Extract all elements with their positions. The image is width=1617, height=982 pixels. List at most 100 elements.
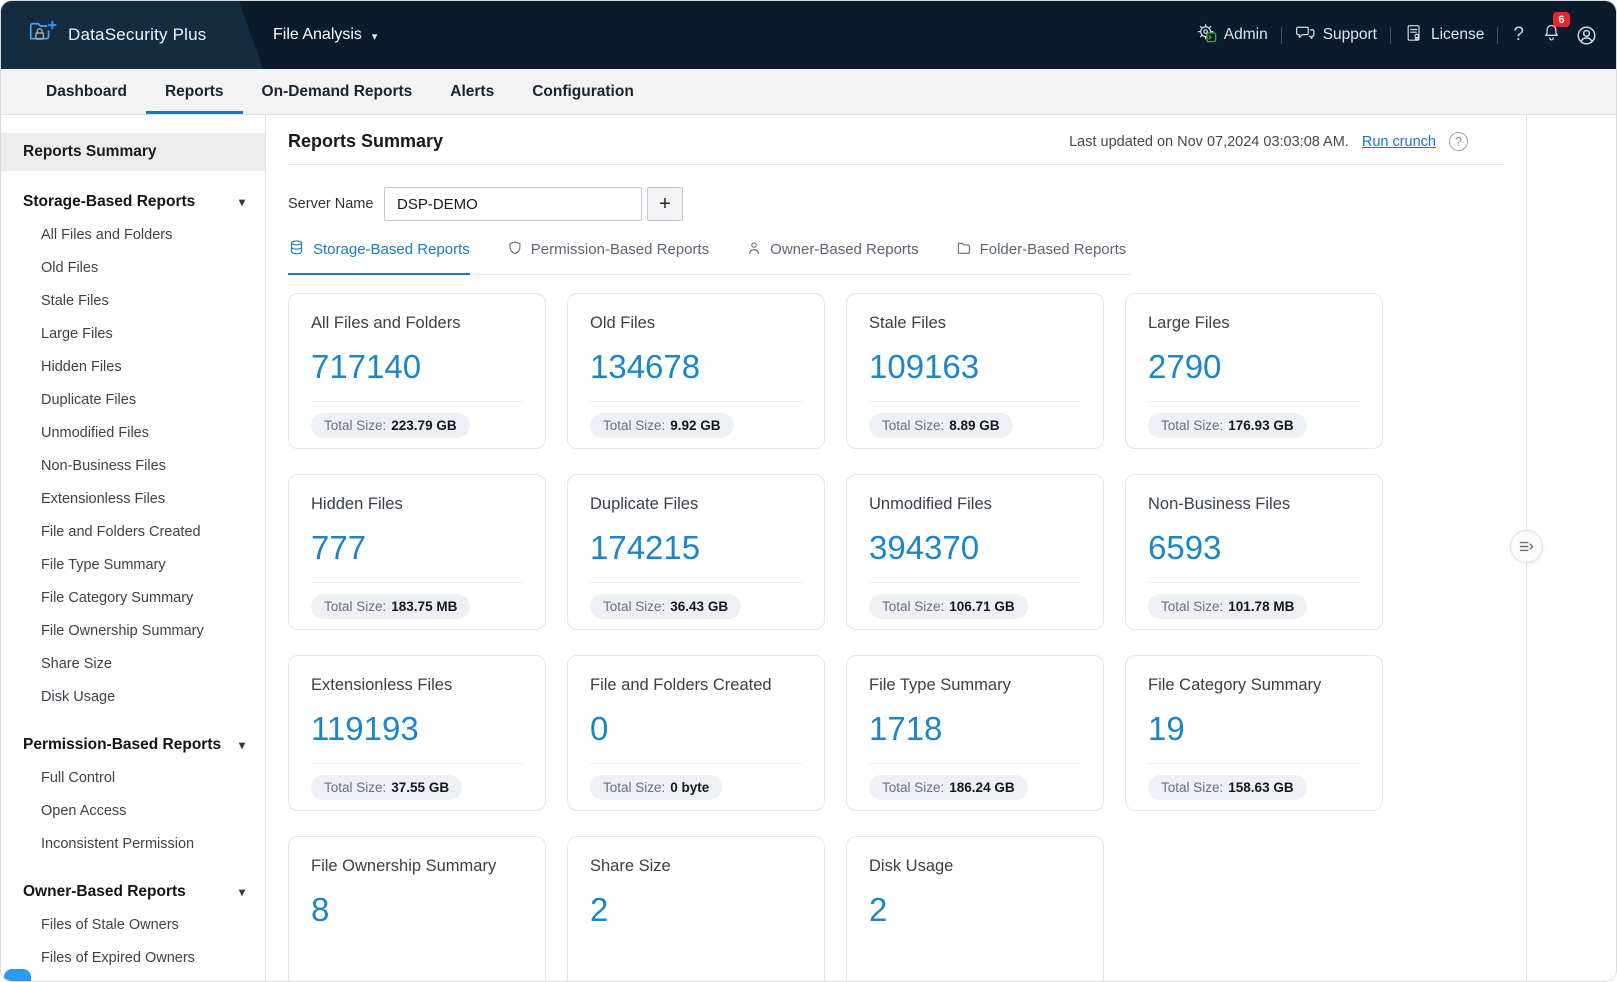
sidebar-item[interactable]: Inconsistent Permission bbox=[41, 836, 195, 852]
sidebar-section-label: Permission-Based Reports bbox=[23, 736, 222, 753]
module-switcher[interactable]: File Analysis ▾ bbox=[273, 26, 377, 44]
sidebar-item[interactable]: Files of Stale Owners bbox=[41, 917, 179, 933]
nav-tab-reports[interactable]: Reports bbox=[145, 69, 243, 114]
sidebar-item[interactable]: Files of Expired Owners bbox=[41, 950, 195, 966]
report-card-count: 717140 bbox=[311, 348, 422, 385]
report-card[interactable]: File and Folders Created 0 Total Size: 0… bbox=[567, 655, 825, 811]
report-card[interactable]: File Type Summary 1718 Total Size: 186.2… bbox=[846, 655, 1104, 811]
sidebar-section-header[interactable]: Storage-Based Reports ▾ bbox=[1, 193, 265, 211]
sidebar-section-items: All Files and Folders Old Files Stale Fi… bbox=[1, 219, 265, 714]
report-type-tab[interactable]: Owner-Based Reports bbox=[746, 239, 919, 275]
sidebar-item[interactable]: Large Files bbox=[41, 326, 113, 342]
sidebar-sections: Storage-Based Reports ▾ All Files and Fo… bbox=[1, 193, 265, 975]
sidebar-item[interactable]: File Ownership Summary bbox=[41, 623, 204, 639]
sidebar-item[interactable]: Hidden Files bbox=[41, 359, 122, 375]
sidebar-item[interactable]: Stale Files bbox=[41, 293, 109, 309]
card-divider bbox=[590, 582, 802, 583]
total-size-badge: Total Size: 186.24 GB bbox=[869, 775, 1028, 800]
sidebar-item[interactable]: Open Access bbox=[41, 803, 127, 819]
report-card-title: Hidden Files bbox=[311, 495, 403, 513]
sidebar-scroll-indicator[interactable] bbox=[4, 969, 31, 981]
shield-icon bbox=[507, 240, 523, 260]
nav-tab-alerts[interactable]: Alerts bbox=[450, 82, 495, 100]
nav-tab-dashboard[interactable]: Dashboard bbox=[46, 82, 127, 100]
report-card-count: 2 bbox=[869, 891, 888, 928]
sidebar-item[interactable]: Share Size bbox=[41, 656, 112, 672]
person-icon bbox=[746, 240, 762, 260]
header-actions: Admin Support License? 6 bbox=[1196, 1, 1598, 69]
sidebar-item[interactable]: File Type Summary bbox=[41, 557, 166, 573]
report-type-tab[interactable]: Folder-Based Reports bbox=[956, 239, 1126, 275]
sidebar-item[interactable]: All Files and Folders bbox=[41, 227, 173, 243]
report-card[interactable]: Disk Usage 2 bbox=[846, 836, 1104, 981]
sidebar-section-items: Files of Stale Owners Files of Expired O… bbox=[1, 909, 265, 975]
report-card-title: Disk Usage bbox=[869, 857, 954, 875]
card-divider bbox=[1148, 582, 1360, 583]
report-card-count: 19 bbox=[1148, 710, 1185, 747]
chevron-down-icon: ▾ bbox=[371, 30, 378, 43]
sidebar-item[interactable]: Old Files bbox=[41, 260, 99, 276]
report-card[interactable]: File Category Summary 19 Total Size: 158… bbox=[1125, 655, 1383, 811]
total-size-badge: Total Size: 101.78 MB bbox=[1148, 594, 1308, 619]
sidebar-section-header[interactable]: Permission-Based Reports ▾ bbox=[1, 736, 265, 754]
card-divider bbox=[869, 582, 1081, 583]
nav-tab-on-demand-reports[interactable]: On-Demand Reports bbox=[261, 82, 413, 100]
report-type-tab-label: Owner-Based Reports bbox=[770, 241, 919, 258]
report-card-count: 8 bbox=[311, 891, 330, 928]
total-size-badge: Total Size: 8.89 GB bbox=[869, 413, 1013, 438]
sidebar-item[interactable]: Unmodified Files bbox=[41, 425, 149, 441]
notifications-bell-icon[interactable]: 6 bbox=[1541, 12, 1570, 48]
report-card[interactable]: Hidden Files 777 Total Size: 183.75 MB bbox=[288, 474, 546, 630]
report-card[interactable]: Unmodified Files 394370 Total Size: 106.… bbox=[846, 474, 1104, 630]
report-card[interactable]: File Ownership Summary 8 bbox=[288, 836, 546, 981]
notification-count-badge: 6 bbox=[1552, 12, 1570, 27]
sidebar-item[interactable]: Full Control bbox=[41, 770, 116, 786]
run-crunch-link[interactable]: Run crunch bbox=[1361, 133, 1436, 150]
sidebar-item[interactable]: File Category Summary bbox=[41, 590, 194, 606]
report-card-title: Unmodified Files bbox=[869, 495, 992, 513]
report-card[interactable]: Duplicate Files 174215 Total Size: 36.43… bbox=[567, 474, 825, 630]
report-card[interactable]: Non-Business Files 6593 Total Size: 101.… bbox=[1125, 474, 1383, 630]
report-type-tab[interactable]: Storage-Based Reports bbox=[288, 239, 470, 275]
report-card[interactable]: Old Files 134678 Total Size: 9.92 GB bbox=[567, 293, 825, 449]
sidebar-item-reports-summary[interactable]: Reports Summary bbox=[1, 133, 265, 171]
nav-tab-configuration[interactable]: Configuration bbox=[532, 82, 634, 100]
report-card[interactable]: Extensionless Files 119193 Total Size: 3… bbox=[288, 655, 546, 811]
report-card-count: 2 bbox=[590, 891, 609, 928]
header-link-admin[interactable]: Admin bbox=[1196, 22, 1268, 48]
report-card-count: 1718 bbox=[869, 710, 943, 747]
report-card-count: 109163 bbox=[869, 348, 980, 385]
total-size-badge: Total Size: 36.43 GB bbox=[590, 594, 742, 619]
sidebar-item[interactable]: Disk Usage bbox=[41, 689, 116, 705]
panel-toggle-button[interactable] bbox=[1510, 530, 1543, 563]
sidebar-section-header[interactable]: Owner-Based Reports ▾ bbox=[1, 883, 265, 901]
add-server-button[interactable]: + bbox=[647, 187, 683, 221]
report-card[interactable]: Share Size 2 bbox=[567, 836, 825, 981]
report-card-count: 134678 bbox=[590, 348, 701, 385]
user-avatar-icon[interactable] bbox=[1575, 24, 1598, 47]
server-selector-row: Server Name + bbox=[288, 187, 1526, 221]
report-type-tab-label: Storage-Based Reports bbox=[313, 241, 470, 258]
top-header: DataSecurity Plus File Analysis ▾ Admin S… bbox=[1, 1, 1616, 69]
sidebar-item[interactable]: Extensionless Files bbox=[41, 491, 166, 507]
sidebar-item[interactable]: Non-Business Files bbox=[41, 458, 166, 474]
main-header: Reports Summary Last updated on Nov 07,2… bbox=[288, 131, 1526, 152]
help-icon[interactable]: ? bbox=[1513, 24, 1524, 45]
card-divider bbox=[590, 763, 802, 764]
server-name-input[interactable] bbox=[384, 187, 642, 221]
card-divider bbox=[311, 763, 523, 764]
header-link-support[interactable]: Support bbox=[1295, 22, 1377, 48]
sidebar-section: Owner-Based Reports ▾ Files of Stale Own… bbox=[1, 883, 265, 975]
page-help-icon[interactable]: ? bbox=[1449, 132, 1468, 151]
sidebar-item[interactable]: Duplicate Files bbox=[41, 392, 137, 408]
sidebar-item[interactable]: File and Folders Created bbox=[41, 524, 201, 540]
header-separator bbox=[1280, 26, 1282, 44]
report-card[interactable]: Large Files 2790 Total Size: 176.93 GB bbox=[1125, 293, 1383, 449]
report-type-tab[interactable]: Permission-Based Reports bbox=[507, 239, 709, 275]
report-card[interactable]: Stale Files 109163 Total Size: 8.89 GB bbox=[846, 293, 1104, 449]
report-card-title: Stale Files bbox=[869, 314, 947, 332]
database-icon bbox=[288, 239, 305, 260]
header-link-license[interactable]: License bbox=[1404, 23, 1484, 48]
report-card[interactable]: All Files and Folders 717140 Total Size:… bbox=[288, 293, 546, 449]
